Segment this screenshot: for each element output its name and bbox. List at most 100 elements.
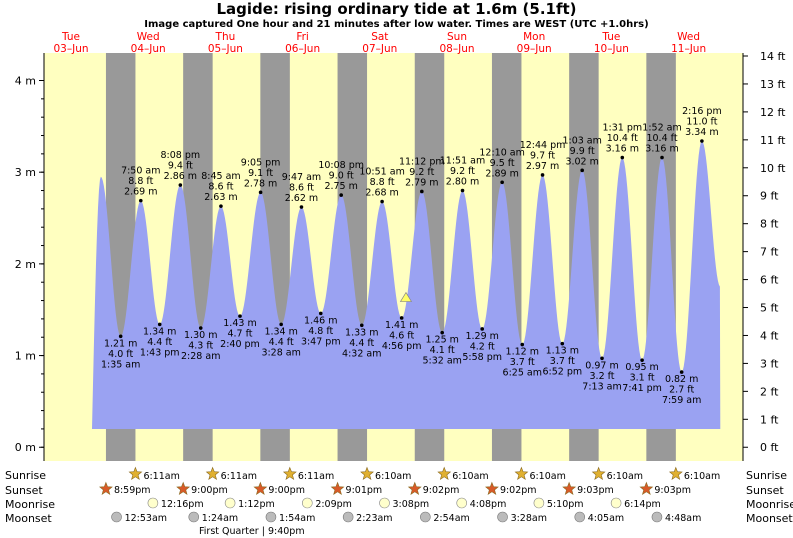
- high-tide-label: 12:44 pm: [520, 140, 566, 151]
- day-of-week-label: Sat: [371, 31, 388, 43]
- extreme-labels: 1.21 m4.0 ft1:35 am7:50 am8.8 ft2.69 m1.…: [101, 106, 722, 406]
- high-tide-label: 3.34 m: [685, 127, 718, 138]
- sunset-icon: [485, 481, 499, 495]
- low-tide-label: 1.21 m: [104, 338, 137, 349]
- right-tick-label: 2 ft: [760, 385, 779, 398]
- moonrise-time: 5:10pm: [547, 499, 584, 510]
- moonset-time: 2:23am: [356, 513, 392, 524]
- low-tide-label: 6:52 pm: [542, 367, 582, 378]
- sunset-time: 9:03pm: [577, 485, 614, 496]
- low-tide-label: 1.29 m: [465, 331, 498, 342]
- moonset-icon: [420, 511, 431, 523]
- low-tide-point: [157, 322, 162, 327]
- high-tide-label: 1:52 am: [642, 123, 681, 134]
- moonrise-time: 3:08pm: [393, 499, 430, 510]
- low-tide-label: 4.4 ft: [349, 338, 374, 349]
- day-of-week-label: Fri: [296, 31, 309, 43]
- right-tick-label: 14 ft: [760, 50, 786, 63]
- low-tide-label: 5:58 pm: [462, 352, 502, 363]
- sunset-time: 9:01pm: [346, 485, 383, 496]
- moonset-icon: [188, 511, 200, 523]
- high-tide-label: 8.6 ft: [208, 182, 233, 193]
- high-tide-point: [380, 199, 384, 204]
- right-tick-label: 12 ft: [760, 106, 786, 119]
- sunrise-icon: [514, 466, 529, 480]
- high-tide-label: 11.0 ft: [686, 117, 717, 128]
- moonset-time: 4:48am: [665, 513, 701, 524]
- low-tide-label: 1.25 m: [425, 335, 458, 346]
- sunset-time: 9:02pm: [423, 485, 460, 496]
- sunset-time: 9:02pm: [500, 485, 537, 496]
- low-tide-label: 7:59 am: [662, 395, 701, 406]
- high-tide-point: [299, 205, 304, 209]
- low-tide-label: 1.30 m: [184, 330, 217, 341]
- high-tide-label: 1:03 am: [562, 135, 601, 146]
- right-tick-label: 8 ft: [760, 218, 779, 231]
- high-tide-label: 9.5 ft: [490, 158, 515, 169]
- low-tide-label: 3:47 pm: [301, 336, 341, 347]
- high-tide-label: 10.4 ft: [607, 133, 638, 144]
- moonrise-icon: [224, 497, 236, 509]
- high-tide-point: [580, 168, 584, 173]
- low-tide-label: 4.4 ft: [147, 337, 172, 348]
- low-tide-label: 4.0 ft: [108, 349, 133, 360]
- moonset-icon: [111, 511, 122, 523]
- right-tick-label: 4 ft: [760, 329, 779, 342]
- sunrise-row-label-right: Sunrise: [746, 469, 787, 482]
- moonrise-time: 6:14pm: [624, 499, 661, 510]
- right-tick-label: 5 ft: [760, 302, 779, 315]
- low-tide-label: 1.12 m: [506, 347, 539, 358]
- moonset-icon: [651, 511, 663, 523]
- low-tide-label: 1:43 pm: [140, 347, 180, 358]
- moonset-time: 2:54am: [433, 513, 469, 524]
- high-tide-point: [460, 188, 465, 193]
- tide-area: [92, 141, 721, 429]
- date-label: 06–Jun: [285, 43, 320, 55]
- moonset-row-label-left: Moonset: [5, 512, 52, 525]
- low-tide-label: 0.95 m: [625, 362, 658, 373]
- low-tide-label: 3:28 am: [261, 347, 300, 358]
- right-tick-label: 9 ft: [760, 190, 779, 203]
- right-tick-label: 7 ft: [760, 246, 779, 259]
- moonrise-time: 4:08pm: [470, 499, 507, 510]
- low-tide-label: 1.34 m: [264, 326, 297, 337]
- tide-curve: [92, 141, 721, 429]
- high-tide-label: 3.16 m: [645, 144, 678, 155]
- low-tide-point: [520, 342, 525, 347]
- moonset-icon: [497, 511, 508, 523]
- sunset-time: 9:03pm: [654, 485, 691, 496]
- day-of-week-label: Tue: [601, 31, 620, 43]
- sunset-icon: [176, 481, 191, 495]
- low-tide-label: 7:13 am: [582, 381, 621, 392]
- sunrise-icon: [591, 466, 606, 480]
- high-tide-label: 10.4 ft: [646, 133, 677, 144]
- sunset-time: 9:00pm: [191, 485, 228, 496]
- high-tide-point: [660, 155, 664, 160]
- high-tide-point: [178, 183, 183, 187]
- high-tide-label: 2.69 m: [124, 187, 157, 198]
- low-tide-label: 5:32 am: [422, 356, 461, 367]
- sunset-icon: [562, 481, 577, 495]
- high-tide-label: 2:16 pm: [682, 106, 722, 117]
- sunrise-time: 6:10am: [607, 471, 643, 482]
- sunset-time: 8:59pm: [114, 485, 151, 496]
- moon-phase-note: First Quarter | 9:40pm: [199, 526, 305, 537]
- moonrise-icon: [147, 497, 159, 509]
- moonset-row-label-right: Moonset: [746, 512, 793, 525]
- high-tide-label: 2.68 m: [365, 188, 398, 199]
- left-tick-label: 2 m: [15, 258, 36, 271]
- low-tide-label: 2.7 ft: [669, 385, 694, 396]
- high-tide-label: 3.02 m: [565, 156, 598, 167]
- low-tide-label: 4:32 am: [342, 348, 381, 359]
- moonrise-time: 12:16pm: [161, 499, 204, 510]
- chart-subtitle: Image captured One hour and 21 minutes a…: [144, 19, 649, 30]
- low-tide-point: [679, 370, 684, 374]
- sunrise-icon: [360, 466, 374, 480]
- sunset-row-label-right: Sunset: [746, 484, 784, 497]
- sunrise-icon: [205, 466, 220, 480]
- high-tide-label: 2.63 m: [204, 192, 237, 203]
- right-tick-label: 10 ft: [760, 162, 786, 175]
- low-tide-label: 4.2 ft: [470, 341, 495, 352]
